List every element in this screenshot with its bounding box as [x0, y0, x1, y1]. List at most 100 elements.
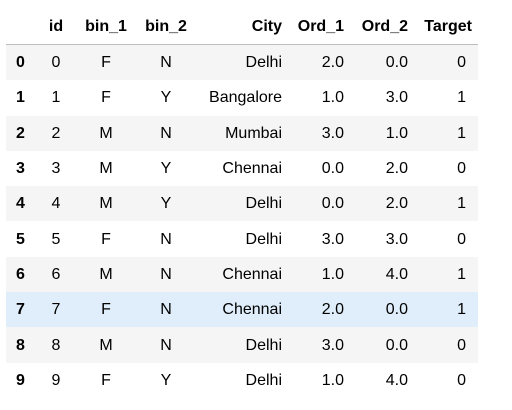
cell-id: 6 [51, 265, 61, 283]
cell-target: 0 [457, 371, 466, 389]
cell-target: 0 [457, 336, 466, 354]
row-index: 0 [16, 54, 25, 72]
cell-ord-2: 2.0 [385, 160, 408, 178]
row-index: 9 [16, 371, 25, 389]
cell-bin-1: F [101, 54, 111, 72]
cell-ord-2: 2.0 [385, 195, 408, 213]
cell-bin-2: Y [160, 89, 172, 107]
cell-bin-1: M [99, 195, 113, 213]
cell-id: 4 [51, 195, 61, 213]
cell-target: 1 [457, 124, 466, 142]
row-index: 6 [16, 265, 25, 283]
cell-id: 5 [51, 230, 61, 248]
cell-ord-2: 1.0 [385, 124, 408, 142]
table-row: 0 0 F N Delhi 2.0 0.0 0 [6, 44, 478, 81]
table-row: 1 1 F Y Bangalore 1.0 3.0 1 [6, 80, 478, 116]
cell-ord-1: 3.0 [321, 124, 344, 142]
column-header-ord-2: Ord_2 [350, 8, 414, 45]
table-row: 8 8 M N Delhi 3.0 0.0 0 [6, 327, 478, 363]
table-row: 4 4 M Y Delhi 0.0 2.0 1 [6, 186, 478, 222]
table-row: 9 9 F Y Delhi 1.0 4.0 0 [6, 362, 478, 398]
cell-bin-1: M [99, 336, 113, 354]
cell-ord-2: 3.0 [385, 89, 408, 107]
row-index: 8 [16, 336, 25, 354]
cell-bin-1: M [99, 124, 113, 142]
cell-ord-1: 3.0 [321, 230, 344, 248]
column-header-bin-1: bin_1 [76, 8, 136, 45]
table-row: 3 3 M Y Chennai 0.0 2.0 0 [6, 150, 478, 187]
table-row: 7 7 F N Chennai 2.0 0.0 1 [6, 292, 478, 328]
cell-city: Bangalore [209, 89, 282, 107]
cell-ord-1: 1.0 [321, 371, 344, 389]
cell-bin-1: F [101, 89, 111, 107]
row-index: 1 [16, 89, 25, 107]
table-row: 6 6 M N Chennai 1.0 4.0 1 [6, 256, 478, 293]
cell-bin-2: N [160, 301, 172, 319]
cell-bin-2: N [160, 54, 172, 72]
row-index: 3 [16, 160, 25, 178]
cell-city: Delhi [245, 371, 282, 389]
column-header-target: Target [414, 8, 478, 45]
cell-id: 7 [51, 301, 61, 319]
cell-ord-1: 2.0 [321, 301, 344, 319]
cell-ord-2: 0.0 [385, 54, 408, 72]
cell-ord-1: 0.0 [321, 160, 344, 178]
cell-bin-2: N [160, 230, 172, 248]
cell-target: 1 [457, 301, 466, 319]
row-index: 2 [16, 124, 25, 142]
cell-bin-2: Y [160, 371, 172, 389]
table-body: 0 0 F N Delhi 2.0 0.0 0 1 1 F Y Bangalor… [6, 44, 478, 398]
table-row: 2 2 M N Mumbai 3.0 1.0 1 [6, 115, 478, 151]
cell-id: 1 [51, 89, 61, 107]
table-header: id bin_1 bin_2 City Ord_1 Ord_2 Target [6, 8, 478, 45]
row-index: 4 [16, 195, 25, 213]
cell-id: 0 [51, 54, 61, 72]
cell-id: 2 [51, 124, 61, 142]
header-row: id bin_1 bin_2 City Ord_1 Ord_2 Target [6, 8, 478, 45]
cell-city: Chennai [222, 265, 282, 283]
cell-target: 0 [457, 54, 466, 72]
cell-bin-1: M [99, 160, 113, 178]
cell-ord-1: 0.0 [321, 195, 344, 213]
cell-bin-1: M [99, 265, 113, 283]
cell-ord-2: 4.0 [385, 265, 408, 283]
cell-ord-2: 4.0 [385, 371, 408, 389]
cell-ord-2: 0.0 [385, 301, 408, 319]
cell-target: 1 [457, 89, 466, 107]
cell-bin-2: N [160, 336, 172, 354]
cell-bin-2: Y [160, 160, 172, 178]
cell-bin-1: F [101, 230, 111, 248]
column-header-city: City [196, 8, 288, 45]
dataframe-table: id bin_1 bin_2 City Ord_1 Ord_2 Target 0… [6, 8, 478, 398]
cell-city: Delhi [245, 336, 282, 354]
cell-ord-1: 3.0 [321, 336, 344, 354]
cell-ord-2: 0.0 [385, 336, 408, 354]
cell-target: 1 [457, 195, 466, 213]
cell-target: 1 [457, 265, 466, 283]
cell-id: 8 [51, 336, 61, 354]
column-header-ord-1: Ord_1 [288, 8, 350, 45]
column-header-id: id [36, 8, 76, 45]
cell-bin-1: F [101, 371, 111, 389]
cell-bin-2: N [160, 124, 172, 142]
cell-city: Chennai [222, 160, 282, 178]
row-index: 7 [16, 301, 25, 319]
cell-bin-1: F [101, 301, 111, 319]
cell-target: 0 [457, 160, 466, 178]
cell-bin-2: N [160, 265, 172, 283]
index-header [6, 8, 36, 45]
cell-city: Chennai [222, 301, 282, 319]
cell-ord-1: 1.0 [321, 265, 344, 283]
cell-ord-1: 2.0 [321, 54, 344, 72]
cell-bin-2: Y [160, 195, 172, 213]
cell-city: Delhi [245, 230, 282, 248]
cell-id: 9 [51, 371, 61, 389]
column-header-bin-2: bin_2 [136, 8, 196, 45]
cell-city: Delhi [245, 195, 282, 213]
cell-city: Mumbai [225, 124, 282, 142]
table-row: 5 5 F N Delhi 3.0 3.0 0 [6, 221, 478, 257]
cell-target: 0 [457, 230, 466, 248]
cell-ord-1: 1.0 [321, 89, 344, 107]
cell-city: Delhi [245, 54, 282, 72]
